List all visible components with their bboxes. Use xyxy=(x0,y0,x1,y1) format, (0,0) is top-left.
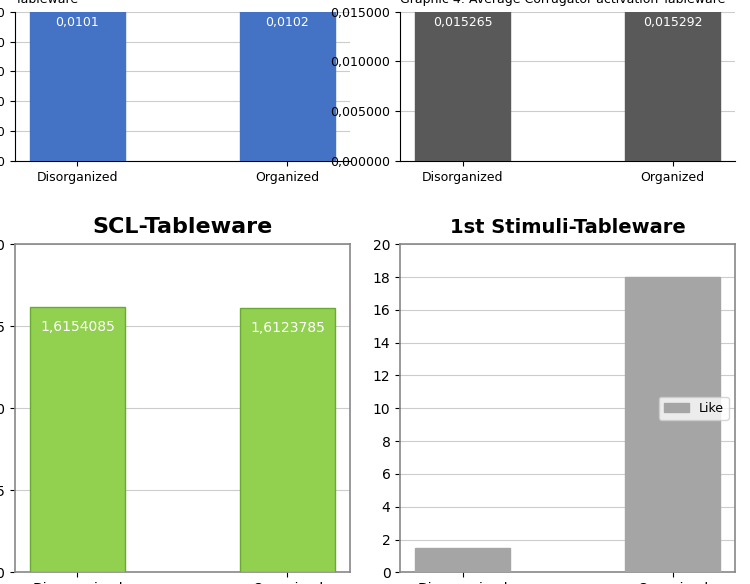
Legend: Like: Like xyxy=(658,397,729,420)
Bar xyxy=(626,9,720,161)
Text: 0,015292: 0,015292 xyxy=(643,16,702,29)
Text: Graphic 3:  Average  Zygomaticus  activation
Tableware: Graphic 3: Average Zygomaticus activatio… xyxy=(15,0,298,6)
Text: 1,6123785: 1,6123785 xyxy=(250,321,325,335)
Bar xyxy=(30,307,124,572)
Title: SCL-Tableware: SCL-Tableware xyxy=(92,217,272,237)
Bar xyxy=(240,308,334,572)
Text: 0,015265: 0,015265 xyxy=(433,16,493,29)
Text: 0,0101: 0,0101 xyxy=(56,16,99,29)
Text: 1,6154085: 1,6154085 xyxy=(40,321,115,335)
Bar xyxy=(626,277,720,572)
Bar xyxy=(240,9,334,161)
Title: 1st Stimuli-Tableware: 1st Stimuli-Tableware xyxy=(450,218,686,237)
Bar xyxy=(30,10,124,161)
Text: 0,0102: 0,0102 xyxy=(266,16,309,29)
Text: Graphic 4: Average Corrugator activation Tableware: Graphic 4: Average Corrugator activation… xyxy=(400,0,725,6)
Bar xyxy=(416,548,510,572)
Bar xyxy=(416,9,510,161)
